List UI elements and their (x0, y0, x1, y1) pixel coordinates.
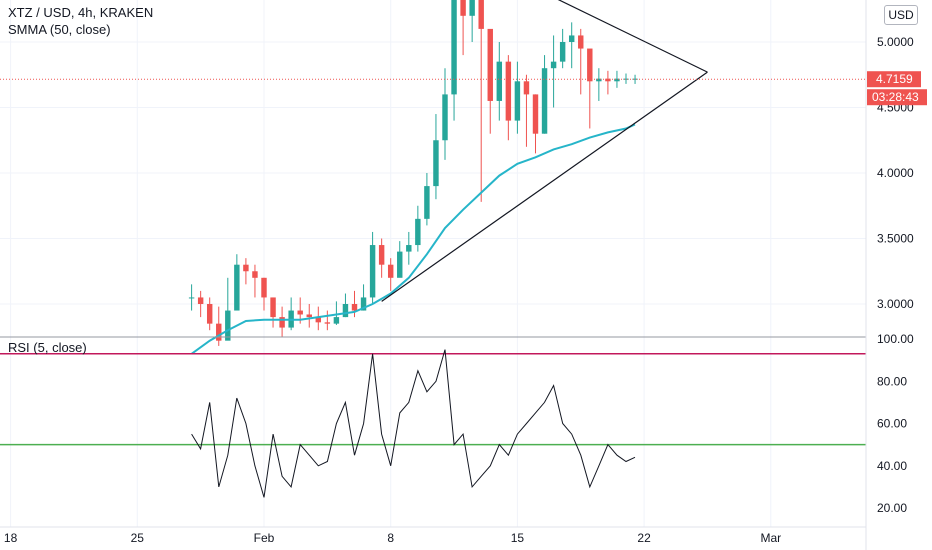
candle-body (297, 310, 303, 315)
smma-line (191, 123, 636, 355)
date-tick-label: 15 (511, 531, 525, 545)
candle-body (324, 322, 331, 324)
candle-body (397, 251, 403, 278)
candle-body (559, 42, 566, 62)
candle-body (433, 140, 439, 187)
rsi-tick-label: 40.00 (877, 459, 907, 473)
candle-body (514, 81, 521, 121)
candle-body (614, 78, 620, 82)
candle-body (550, 61, 557, 69)
candle-body (243, 264, 249, 272)
countdown-label: 03:28:43 (872, 90, 919, 104)
candle-body (351, 304, 358, 311)
candle-body (360, 297, 367, 311)
candle-body (532, 94, 539, 134)
date-tick-label: 18 (4, 531, 18, 545)
rsi-line (191, 349, 636, 498)
candle-body (378, 245, 385, 265)
candle-body (387, 264, 394, 278)
candle-body (369, 245, 376, 298)
candle-body (632, 78, 638, 80)
grid-layer (0, 0, 866, 527)
candle-body (216, 323, 222, 341)
candles (188, 0, 638, 346)
candle-body (442, 94, 448, 141)
candle-body (234, 264, 240, 311)
candle-body (487, 28, 493, 101)
candle-body (206, 304, 213, 324)
candle-body (623, 78, 629, 80)
candle-body (279, 317, 285, 328)
candle-body (596, 78, 602, 82)
candle-body (333, 317, 340, 324)
countdown-box (867, 89, 927, 106)
candle-body (270, 297, 276, 318)
rsi-tick-label: 100.00 (877, 332, 914, 346)
candle-body (406, 245, 412, 252)
candle-body (225, 310, 231, 341)
rsi-tick-label: 20.00 (877, 501, 907, 515)
candle-body (197, 297, 204, 304)
price-pane (0, 0, 866, 355)
candle-body (188, 297, 195, 299)
date-axis: 18 25 Feb 8 15 22 Mar (4, 531, 781, 545)
price-tick-label: 5.0000 (877, 35, 914, 49)
last-price-box (867, 71, 921, 88)
candle-body (505, 61, 512, 121)
candle-body (605, 78, 611, 82)
candle-body (460, 0, 466, 16)
rsi-tick-label: 80.00 (877, 374, 907, 388)
currency-button[interactable]: USD (884, 5, 918, 25)
date-tick-label: 25 (131, 531, 145, 545)
rsi-tick-label: 60.00 (877, 417, 907, 431)
date-tick-label: 8 (387, 531, 394, 545)
candle-body (568, 35, 575, 42)
candle-body (496, 61, 503, 101)
date-tick-label: 22 (637, 531, 651, 545)
candle-body (587, 48, 593, 82)
price-tick-label: 3.0000 (877, 297, 914, 311)
date-tick-label: Mar (760, 531, 781, 545)
candle-body (261, 277, 267, 298)
triangle-lower-line (381, 71, 708, 302)
candle-body (252, 271, 258, 278)
rsi-axis: 100.00 80.00 60.00 40.00 20.00 (877, 332, 914, 515)
rsi-pane (0, 349, 866, 498)
chart-title: XTZ / USD, 4h, KRAKEN (8, 5, 154, 20)
price-axis: 77.00006.50005.50005.00004.50004.00003.5… (877, 35, 914, 311)
last-price-label: 4.7159 (876, 72, 913, 86)
candle-body (315, 317, 322, 323)
candle-body (523, 81, 530, 95)
rsi-legend: RSI (5, close) (8, 340, 87, 355)
candle-body (424, 186, 430, 219)
candle-body (541, 68, 548, 134)
candle-body (342, 304, 349, 318)
candle-body (578, 35, 584, 49)
smma-legend: SMMA (50, close) (8, 22, 111, 37)
candle-body (478, 0, 484, 29)
candle-body (415, 218, 421, 246)
price-tick-label: 3.5000 (877, 232, 914, 246)
date-tick-label: Feb (254, 531, 275, 545)
rsi-levels (0, 353, 866, 446)
triangle-upper-line (557, 0, 708, 73)
candle-body (451, 0, 457, 95)
candle-body (469, 0, 475, 16)
price-tick-label: 4.0000 (877, 166, 914, 180)
candle-body (306, 314, 312, 318)
